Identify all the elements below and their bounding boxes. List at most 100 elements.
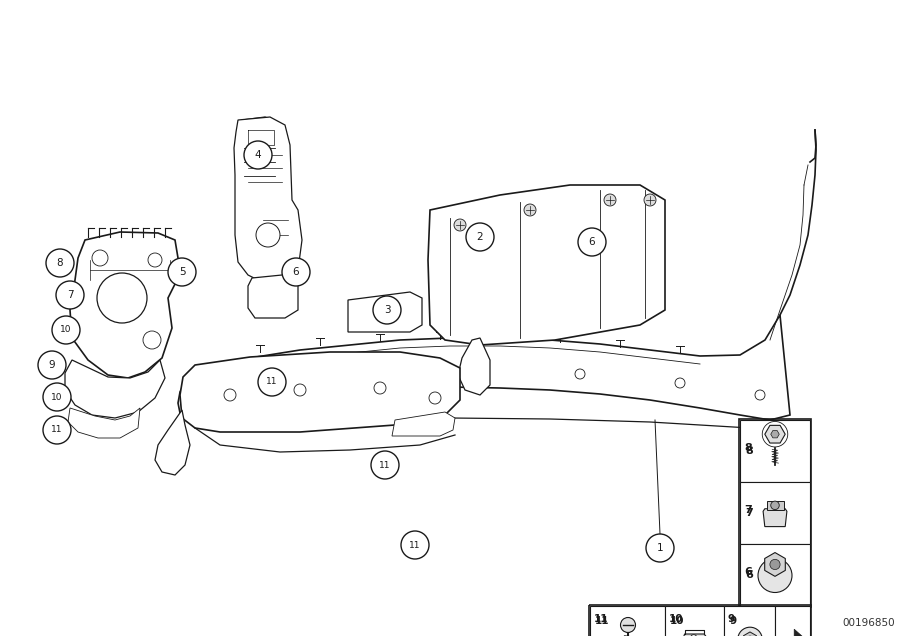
Circle shape [52, 316, 80, 344]
Circle shape [675, 378, 685, 388]
Text: 7: 7 [67, 290, 73, 300]
Text: 6: 6 [589, 237, 595, 247]
Text: 9: 9 [729, 616, 736, 626]
Circle shape [92, 250, 108, 266]
Polygon shape [428, 185, 665, 345]
Text: 11: 11 [595, 616, 609, 626]
Bar [724, 606, 775, 636]
Polygon shape [765, 553, 786, 576]
Polygon shape [248, 198, 298, 268]
Circle shape [275, 375, 285, 385]
Circle shape [466, 223, 494, 251]
Text: 11: 11 [379, 460, 391, 469]
Circle shape [244, 141, 272, 169]
Text: 9: 9 [728, 614, 735, 624]
Text: 6: 6 [292, 267, 300, 277]
Text: 11: 11 [266, 378, 278, 387]
Circle shape [755, 390, 765, 400]
Circle shape [429, 392, 441, 404]
Circle shape [770, 559, 780, 570]
Polygon shape [68, 408, 140, 438]
Circle shape [46, 249, 74, 277]
Circle shape [373, 296, 401, 324]
Text: 9: 9 [49, 360, 55, 370]
Circle shape [56, 281, 84, 309]
Circle shape [604, 194, 616, 206]
Circle shape [758, 558, 792, 593]
Polygon shape [248, 274, 298, 318]
Text: 6: 6 [745, 570, 753, 580]
Bar [740, 544, 810, 606]
Text: 5: 5 [179, 267, 185, 277]
Circle shape [646, 534, 674, 562]
Polygon shape [458, 338, 490, 395]
Polygon shape [348, 292, 422, 332]
Text: 11: 11 [594, 614, 608, 624]
Text: 7: 7 [745, 508, 752, 518]
Text: 2: 2 [477, 232, 483, 242]
Text: 10: 10 [670, 616, 685, 626]
Circle shape [620, 618, 635, 632]
Bar [767, 501, 784, 509]
Polygon shape [392, 412, 455, 436]
Polygon shape [683, 634, 706, 636]
Polygon shape [205, 315, 790, 420]
Polygon shape [770, 431, 779, 438]
Circle shape [770, 501, 779, 509]
Circle shape [374, 382, 386, 394]
Circle shape [371, 451, 399, 479]
Text: 8: 8 [745, 446, 752, 456]
Polygon shape [180, 352, 460, 432]
Polygon shape [765, 425, 785, 443]
Circle shape [282, 258, 310, 286]
Text: 11: 11 [51, 425, 63, 434]
Polygon shape [743, 632, 757, 636]
Bar [739, 419, 811, 607]
Circle shape [294, 384, 306, 396]
Bar [590, 606, 665, 636]
Circle shape [738, 627, 762, 636]
Circle shape [258, 368, 286, 396]
Circle shape [475, 365, 485, 375]
Text: 10: 10 [60, 326, 72, 335]
Text: 8: 8 [744, 443, 752, 453]
Circle shape [43, 416, 71, 444]
Circle shape [578, 228, 606, 256]
Circle shape [148, 253, 162, 267]
Text: 11: 11 [410, 541, 421, 550]
Text: 00196850: 00196850 [842, 618, 895, 628]
Bar [740, 420, 810, 482]
Text: 10: 10 [669, 614, 683, 624]
Text: 3: 3 [383, 305, 391, 315]
Bar [589, 605, 811, 636]
Circle shape [524, 204, 536, 216]
Polygon shape [65, 360, 165, 418]
Circle shape [401, 531, 429, 559]
Polygon shape [782, 629, 805, 636]
Polygon shape [234, 117, 302, 282]
Text: 1: 1 [657, 543, 663, 553]
Circle shape [43, 383, 71, 411]
Text: 8: 8 [57, 258, 63, 268]
Circle shape [375, 368, 385, 378]
Text: 10: 10 [51, 392, 63, 401]
Text: 7: 7 [744, 505, 752, 515]
Circle shape [644, 194, 656, 206]
Polygon shape [70, 232, 178, 378]
Bar [740, 482, 810, 544]
Circle shape [378, 305, 392, 319]
Polygon shape [155, 410, 190, 475]
Circle shape [97, 273, 147, 323]
Bar [665, 606, 724, 636]
Circle shape [575, 369, 585, 379]
Circle shape [454, 219, 466, 231]
Circle shape [143, 331, 161, 349]
Circle shape [38, 351, 66, 379]
Text: 4: 4 [255, 150, 261, 160]
Circle shape [224, 389, 236, 401]
Circle shape [256, 223, 280, 247]
Bar [775, 606, 810, 636]
Circle shape [690, 635, 697, 636]
Polygon shape [236, 117, 282, 208]
Text: 6: 6 [744, 567, 752, 577]
